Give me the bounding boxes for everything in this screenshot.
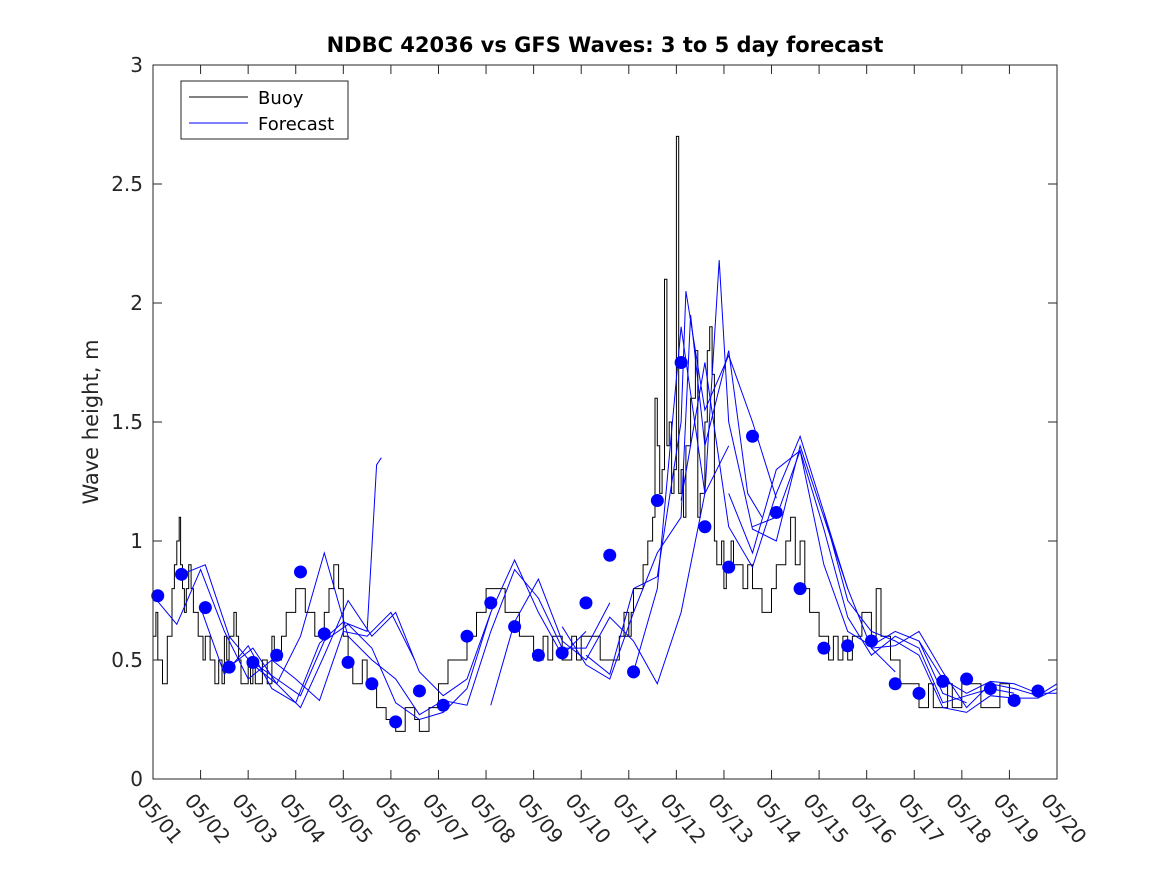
forecast-marker <box>983 682 997 696</box>
forecast-series-line <box>752 449 1015 704</box>
forecast-marker <box>531 648 545 662</box>
forecast-marker <box>1031 684 1045 698</box>
forecast-marker <box>412 684 426 698</box>
forecast-marker <box>674 356 688 369</box>
plot-series <box>151 135 1058 732</box>
forecast-marker <box>175 567 189 581</box>
forecast-marker <box>912 686 926 700</box>
forecast-marker <box>603 548 617 562</box>
forecast-marker <box>1007 693 1021 707</box>
forecast-marker <box>888 677 902 691</box>
forecast-marker <box>436 698 450 712</box>
forecast-marker <box>627 665 641 679</box>
y-tick-label: 0 <box>130 767 143 791</box>
forecast-marker <box>246 655 260 669</box>
forecast-marker <box>460 629 474 643</box>
forecast-marker <box>198 601 212 615</box>
y-tick-label: 3 <box>130 53 143 77</box>
legend: Buoy Forecast <box>180 80 349 140</box>
buoy-series-line <box>153 135 1019 732</box>
y-tick-label: 2.5 <box>111 172 143 196</box>
forecast-marker <box>222 660 236 674</box>
y-tick-label: 1 <box>130 529 143 553</box>
forecast-marker <box>841 639 855 653</box>
forecast-series-line <box>633 260 849 673</box>
axes-box <box>152 64 1058 780</box>
forecast-marker <box>745 429 759 443</box>
forecast-marker <box>722 560 736 574</box>
plot-area <box>153 65 1057 779</box>
y-tick-label: 0.5 <box>111 648 143 672</box>
forecast-series-line <box>728 449 967 704</box>
legend-label-forecast: Forecast <box>258 114 334 135</box>
forecast-marker <box>960 672 974 686</box>
forecast-marker <box>698 520 712 534</box>
forecast-marker <box>579 596 593 610</box>
forecast-series-line <box>152 568 416 702</box>
forecast-series-line <box>871 630 1058 709</box>
forecast-series-line <box>252 558 587 721</box>
forecast-marker <box>293 565 307 579</box>
forecast-marker <box>793 582 807 596</box>
forecast-marker <box>936 674 950 688</box>
forecast-series-line <box>200 457 382 704</box>
forecast-marker <box>270 648 284 662</box>
forecast-marker <box>151 589 165 603</box>
forecast-marker <box>650 494 664 508</box>
forecast-marker <box>484 596 498 610</box>
y-tick-label: 1.5 <box>111 410 143 434</box>
y-tick-label: 2 <box>130 291 143 315</box>
chart-title: NDBC 42036 vs GFS Waves: 3 to 5 day fore… <box>327 33 884 57</box>
forecast-series-line <box>490 445 730 706</box>
forecast-series-line <box>561 314 763 680</box>
forecast-marker <box>317 627 331 641</box>
forecast-marker <box>769 505 783 519</box>
forecast-series-line <box>823 512 1058 713</box>
forecast-marker <box>555 646 569 660</box>
forecast-marker <box>817 641 831 655</box>
forecast-marker <box>341 655 355 669</box>
forecast-marker <box>864 634 878 648</box>
legend-label-buoy: Buoy <box>258 88 304 109</box>
forecast-series-line <box>228 599 492 709</box>
forecast-marker <box>365 677 379 691</box>
forecast-series-line <box>680 362 896 673</box>
legend-box <box>180 80 349 140</box>
forecast-marker <box>389 715 403 729</box>
y-axis-label: Wave height, m <box>79 339 103 504</box>
forecast-marker <box>508 620 522 634</box>
